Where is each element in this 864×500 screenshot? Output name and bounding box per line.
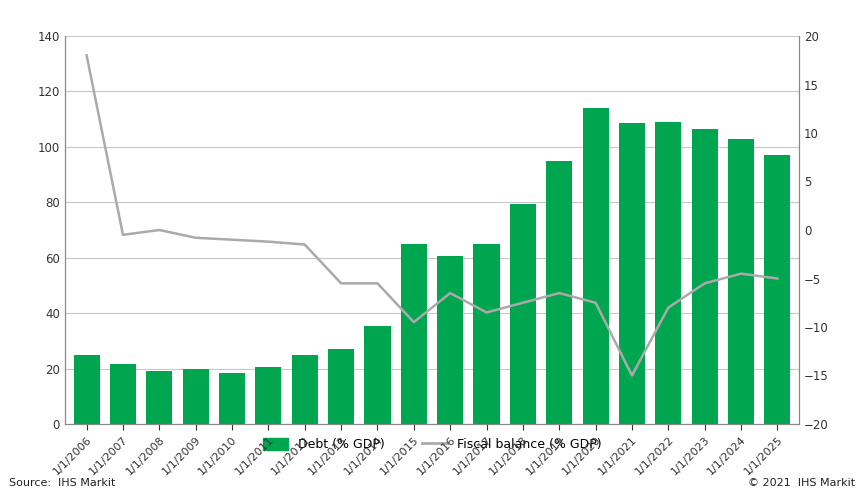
Bar — [619, 124, 645, 424]
Bar — [219, 372, 245, 424]
Bar — [255, 367, 282, 424]
Text: Fiscal stress in Zambia: Fiscal stress in Zambia — [10, 11, 242, 29]
Legend: Debt (% GDP), Fiscal balance (% GDP): Debt (% GDP), Fiscal balance (% GDP) — [257, 432, 607, 456]
Bar — [473, 244, 499, 424]
Bar — [110, 364, 136, 424]
Bar — [765, 155, 791, 424]
Bar — [73, 354, 99, 424]
Bar — [546, 160, 572, 424]
Bar — [728, 138, 754, 424]
Text: Source:  IHS Markit: Source: IHS Markit — [9, 478, 115, 488]
Bar — [582, 108, 609, 424]
Bar — [437, 256, 463, 424]
Bar — [655, 122, 682, 424]
Bar — [510, 204, 536, 424]
Bar — [146, 372, 173, 424]
Bar — [365, 326, 391, 424]
Bar — [691, 129, 718, 424]
Bar — [401, 244, 427, 424]
Bar — [328, 349, 354, 424]
Text: © 2021  IHS Markit: © 2021 IHS Markit — [748, 478, 855, 488]
Bar — [182, 368, 209, 424]
Bar — [292, 354, 318, 424]
